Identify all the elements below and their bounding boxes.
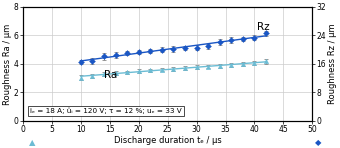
Y-axis label: Roughness Ra / µm: Roughness Ra / µm <box>3 23 13 105</box>
Point <box>228 39 234 41</box>
Point <box>113 72 118 74</box>
Point <box>252 36 257 39</box>
Point <box>263 32 269 34</box>
Point <box>252 62 257 64</box>
Point <box>240 38 245 40</box>
Point <box>90 75 95 77</box>
Point <box>228 64 234 66</box>
Text: iₑ = 18 A; ûᵢ = 120 V; τ = 12 %; uₑ = 33 V: iₑ = 18 A; ûᵢ = 120 V; τ = 12 %; uₑ = 33… <box>30 108 182 114</box>
Point <box>78 61 84 63</box>
Point <box>113 54 118 56</box>
Point <box>263 60 269 63</box>
Text: ▲: ▲ <box>29 138 36 147</box>
Point <box>171 48 176 50</box>
Point <box>136 70 141 72</box>
Point <box>205 45 211 47</box>
Point <box>90 60 95 62</box>
Point <box>148 50 153 52</box>
Point <box>217 41 222 43</box>
Text: Ra: Ra <box>104 70 117 80</box>
Point <box>159 49 165 51</box>
Point <box>101 55 107 57</box>
Point <box>78 76 84 79</box>
Point <box>182 67 188 69</box>
Point <box>194 46 199 49</box>
Text: Rz: Rz <box>257 22 270 32</box>
Point <box>136 51 141 53</box>
Point <box>194 66 199 68</box>
Point <box>148 69 153 72</box>
Y-axis label: Roughness Rz / µm: Roughness Rz / µm <box>327 24 337 104</box>
Point <box>101 73 107 75</box>
Point <box>217 65 222 67</box>
X-axis label: Discharge duration tₑ / µs: Discharge duration tₑ / µs <box>114 136 221 145</box>
Point <box>240 63 245 65</box>
Point <box>159 69 165 71</box>
Point <box>124 52 130 54</box>
Point <box>171 68 176 70</box>
Point <box>205 65 211 68</box>
Point <box>182 47 188 49</box>
Point <box>124 71 130 73</box>
Text: ◆: ◆ <box>314 138 321 147</box>
